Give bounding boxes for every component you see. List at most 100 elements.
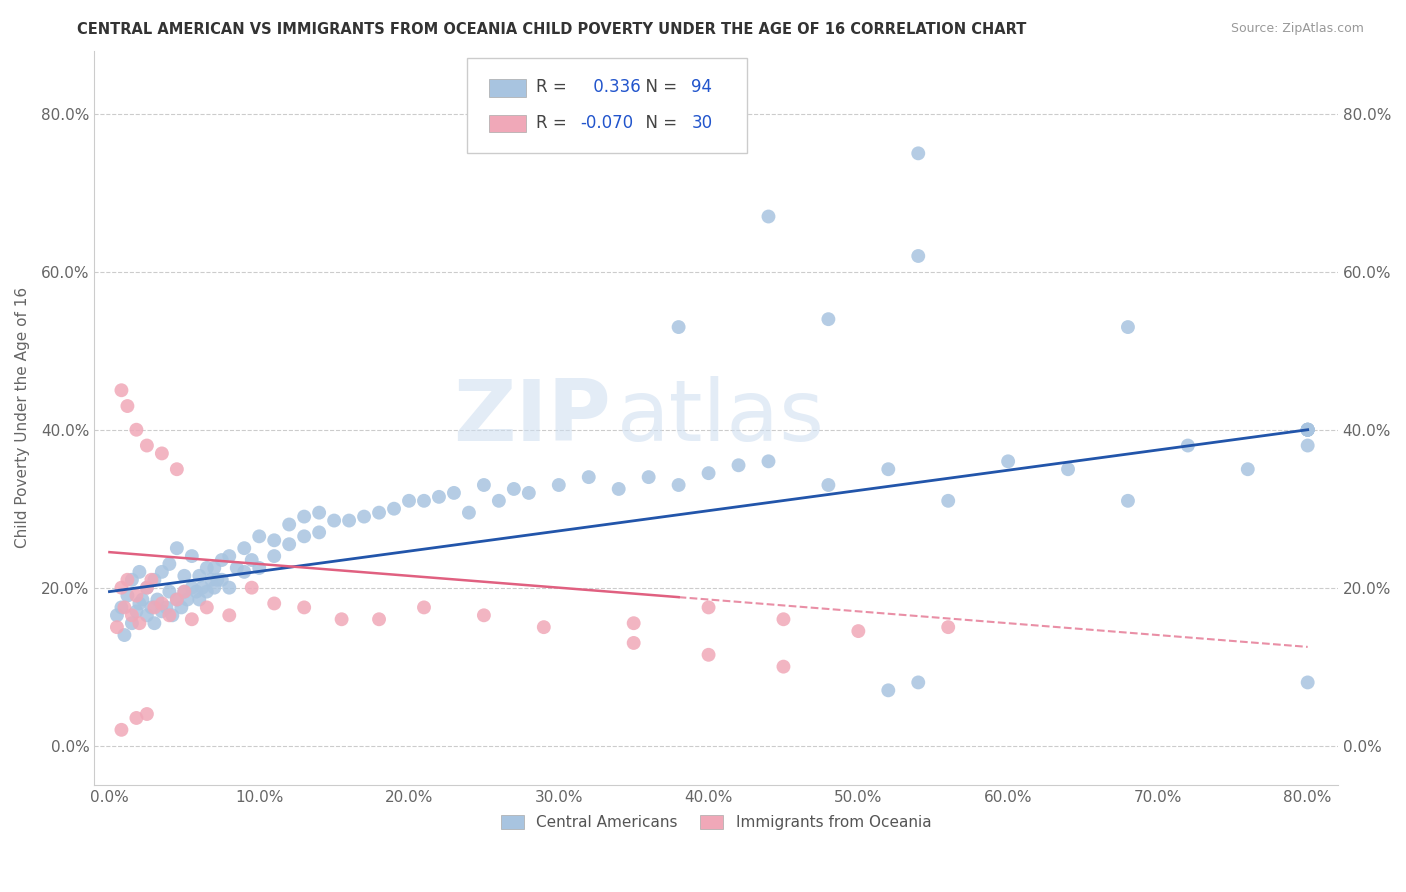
Text: ZIP: ZIP — [453, 376, 610, 459]
Point — [936, 620, 959, 634]
Point — [170, 600, 193, 615]
Point — [547, 478, 569, 492]
Point — [323, 514, 346, 528]
Point — [772, 612, 794, 626]
Text: 0.336: 0.336 — [588, 78, 641, 96]
Point — [1177, 438, 1199, 452]
Point — [117, 589, 139, 603]
Point — [727, 458, 749, 473]
Point — [110, 600, 132, 615]
Point — [135, 608, 157, 623]
Point — [191, 581, 214, 595]
Point — [502, 482, 524, 496]
Point — [292, 529, 315, 543]
Point — [330, 612, 353, 626]
Point — [368, 506, 391, 520]
Point — [337, 514, 360, 528]
Point — [150, 565, 173, 579]
Point — [697, 600, 720, 615]
Point — [112, 600, 135, 615]
Point — [166, 592, 188, 607]
Point — [146, 592, 169, 607]
Point — [907, 146, 929, 161]
Point — [186, 584, 208, 599]
Point — [195, 584, 218, 599]
Point — [211, 573, 233, 587]
Point — [150, 446, 173, 460]
Point — [157, 557, 180, 571]
Text: Source: ZipAtlas.com: Source: ZipAtlas.com — [1230, 22, 1364, 36]
Point — [668, 320, 690, 334]
Point — [188, 592, 211, 607]
Point — [772, 659, 794, 673]
Point — [166, 541, 188, 556]
Point — [1116, 493, 1139, 508]
Text: N =: N = — [636, 78, 683, 96]
Point — [578, 470, 600, 484]
Point — [817, 478, 839, 492]
Point — [458, 506, 481, 520]
Point — [263, 549, 285, 563]
Point — [125, 423, 148, 437]
Point — [110, 581, 132, 595]
Point — [1296, 423, 1319, 437]
Point — [278, 517, 301, 532]
Point — [188, 569, 211, 583]
Text: 30: 30 — [692, 113, 713, 132]
FancyBboxPatch shape — [467, 58, 747, 153]
Point — [141, 573, 163, 587]
Point — [110, 383, 132, 397]
Point — [125, 604, 148, 618]
Point — [758, 210, 780, 224]
Point — [211, 553, 233, 567]
Point — [131, 592, 153, 607]
Point — [292, 509, 315, 524]
Text: atlas: atlas — [617, 376, 824, 459]
Point — [128, 565, 150, 579]
Point — [292, 600, 315, 615]
Point — [207, 573, 229, 587]
Point — [195, 561, 218, 575]
Point — [218, 608, 240, 623]
Point — [907, 675, 929, 690]
Point — [125, 711, 148, 725]
Point — [117, 399, 139, 413]
Point — [308, 506, 330, 520]
Point — [907, 249, 929, 263]
Point — [623, 636, 645, 650]
Point — [263, 533, 285, 548]
Point — [125, 589, 148, 603]
Point — [1296, 675, 1319, 690]
Point — [413, 600, 436, 615]
Point — [150, 604, 173, 618]
Point — [143, 616, 166, 631]
Point — [846, 624, 869, 639]
Point — [195, 600, 218, 615]
Point — [488, 493, 510, 508]
Point — [218, 549, 240, 563]
Point — [353, 509, 375, 524]
Text: R =: R = — [536, 113, 572, 132]
Point — [368, 612, 391, 626]
Point — [1296, 423, 1319, 437]
Point — [173, 584, 195, 599]
Point — [143, 573, 166, 587]
Point — [200, 573, 222, 587]
Text: -0.070: -0.070 — [581, 113, 634, 132]
Point — [128, 597, 150, 611]
Point — [128, 616, 150, 631]
Point — [141, 600, 163, 615]
Point — [1296, 423, 1319, 437]
Point — [877, 683, 900, 698]
Point — [150, 597, 173, 611]
Point — [240, 581, 263, 595]
Point — [157, 584, 180, 599]
FancyBboxPatch shape — [488, 79, 526, 97]
Point — [1296, 438, 1319, 452]
Point — [308, 525, 330, 540]
Point — [877, 462, 900, 476]
Point — [173, 584, 195, 599]
Point — [382, 501, 405, 516]
FancyBboxPatch shape — [488, 114, 526, 132]
Point — [472, 478, 495, 492]
